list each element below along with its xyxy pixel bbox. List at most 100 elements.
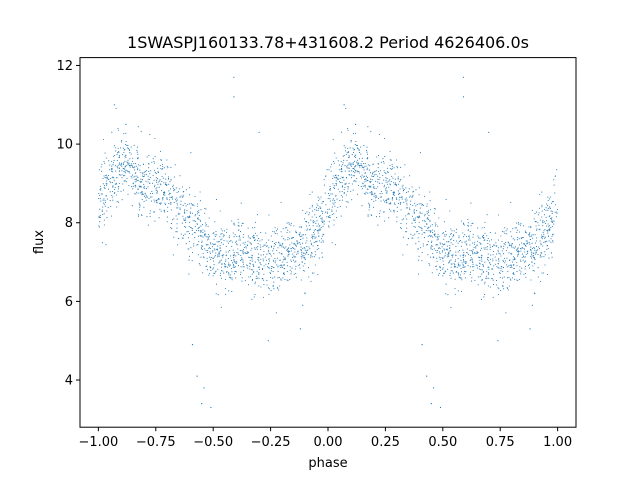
data-point [419,152,422,154]
data-point [438,251,441,253]
data-point [316,203,318,205]
data-point [533,246,535,248]
data-point [214,255,216,257]
data-point [258,277,260,279]
data-point [287,254,289,256]
data-point [323,179,325,181]
data-point [235,271,237,273]
data-point [430,209,432,211]
data-point [378,182,380,184]
data-point [157,181,159,183]
data-point [427,210,429,212]
data-point [381,192,383,195]
data-point [391,165,393,167]
data-point [345,183,347,185]
data-point [202,224,204,226]
data-point [454,278,456,280]
data-point [377,186,379,188]
data-point [190,227,193,229]
data-point [149,210,152,212]
data-point [140,191,143,193]
data-point [530,225,532,228]
data-point [351,183,353,185]
data-point [172,186,174,188]
data-point [317,232,319,234]
data-point [319,206,321,208]
data-point [208,217,210,219]
data-point [350,190,352,192]
data-point [133,145,135,147]
data-point [140,178,142,180]
data-point [118,151,120,154]
data-point [513,264,515,267]
data-point [364,175,366,177]
data-point [521,237,523,239]
data-point [447,268,449,270]
data-point [170,196,172,199]
data-point [472,253,474,255]
data-point [143,183,145,186]
data-point [129,172,131,174]
data-point [465,240,467,242]
data-point [252,269,254,271]
data-point [319,228,321,230]
data-point [270,245,273,247]
data-point [314,237,316,239]
data-point [482,264,484,266]
data-point [113,192,116,194]
data-point [529,249,532,251]
data-point [293,273,295,275]
data-point [314,251,316,253]
data-point [340,215,342,217]
data-point [314,221,316,223]
data-point [189,215,191,217]
data-point [222,256,224,258]
data-point [537,214,539,216]
data-point [455,271,457,273]
data-point [180,195,182,197]
data-point [524,251,526,253]
data-point [355,169,357,171]
data-point [177,207,179,209]
data-point [402,218,405,220]
data-point [194,220,196,222]
data-point [514,278,516,281]
data-point [200,235,202,237]
data-point [427,227,429,229]
x-tick-label: 0.75 [486,435,515,450]
data-point [534,213,536,215]
data-point [389,159,391,161]
data-point [489,246,491,248]
data-point [326,169,328,171]
data-point [459,277,461,279]
data-point [372,206,375,208]
data-point [285,227,287,229]
data-point [426,203,428,205]
data-point [152,158,154,160]
data-point [508,245,510,247]
data-point [159,208,161,210]
data-point [406,207,409,209]
data-point [319,207,322,209]
data-point [418,217,420,219]
data-point [549,230,551,232]
data-point [141,179,144,181]
data-point [263,284,265,286]
data-point [274,262,276,264]
data-point [251,279,254,281]
data-point [414,221,416,224]
data-point [166,159,168,161]
data-point [312,219,314,222]
data-point [445,283,447,285]
data-point [240,260,242,262]
data-point [330,170,332,172]
data-point [113,179,115,181]
data-point [179,175,181,177]
data-point [242,261,244,264]
data-point [537,222,539,224]
data-point [550,210,552,212]
data-points [98,76,559,409]
data-point [542,245,544,247]
data-point [488,277,490,279]
data-point [546,229,548,232]
